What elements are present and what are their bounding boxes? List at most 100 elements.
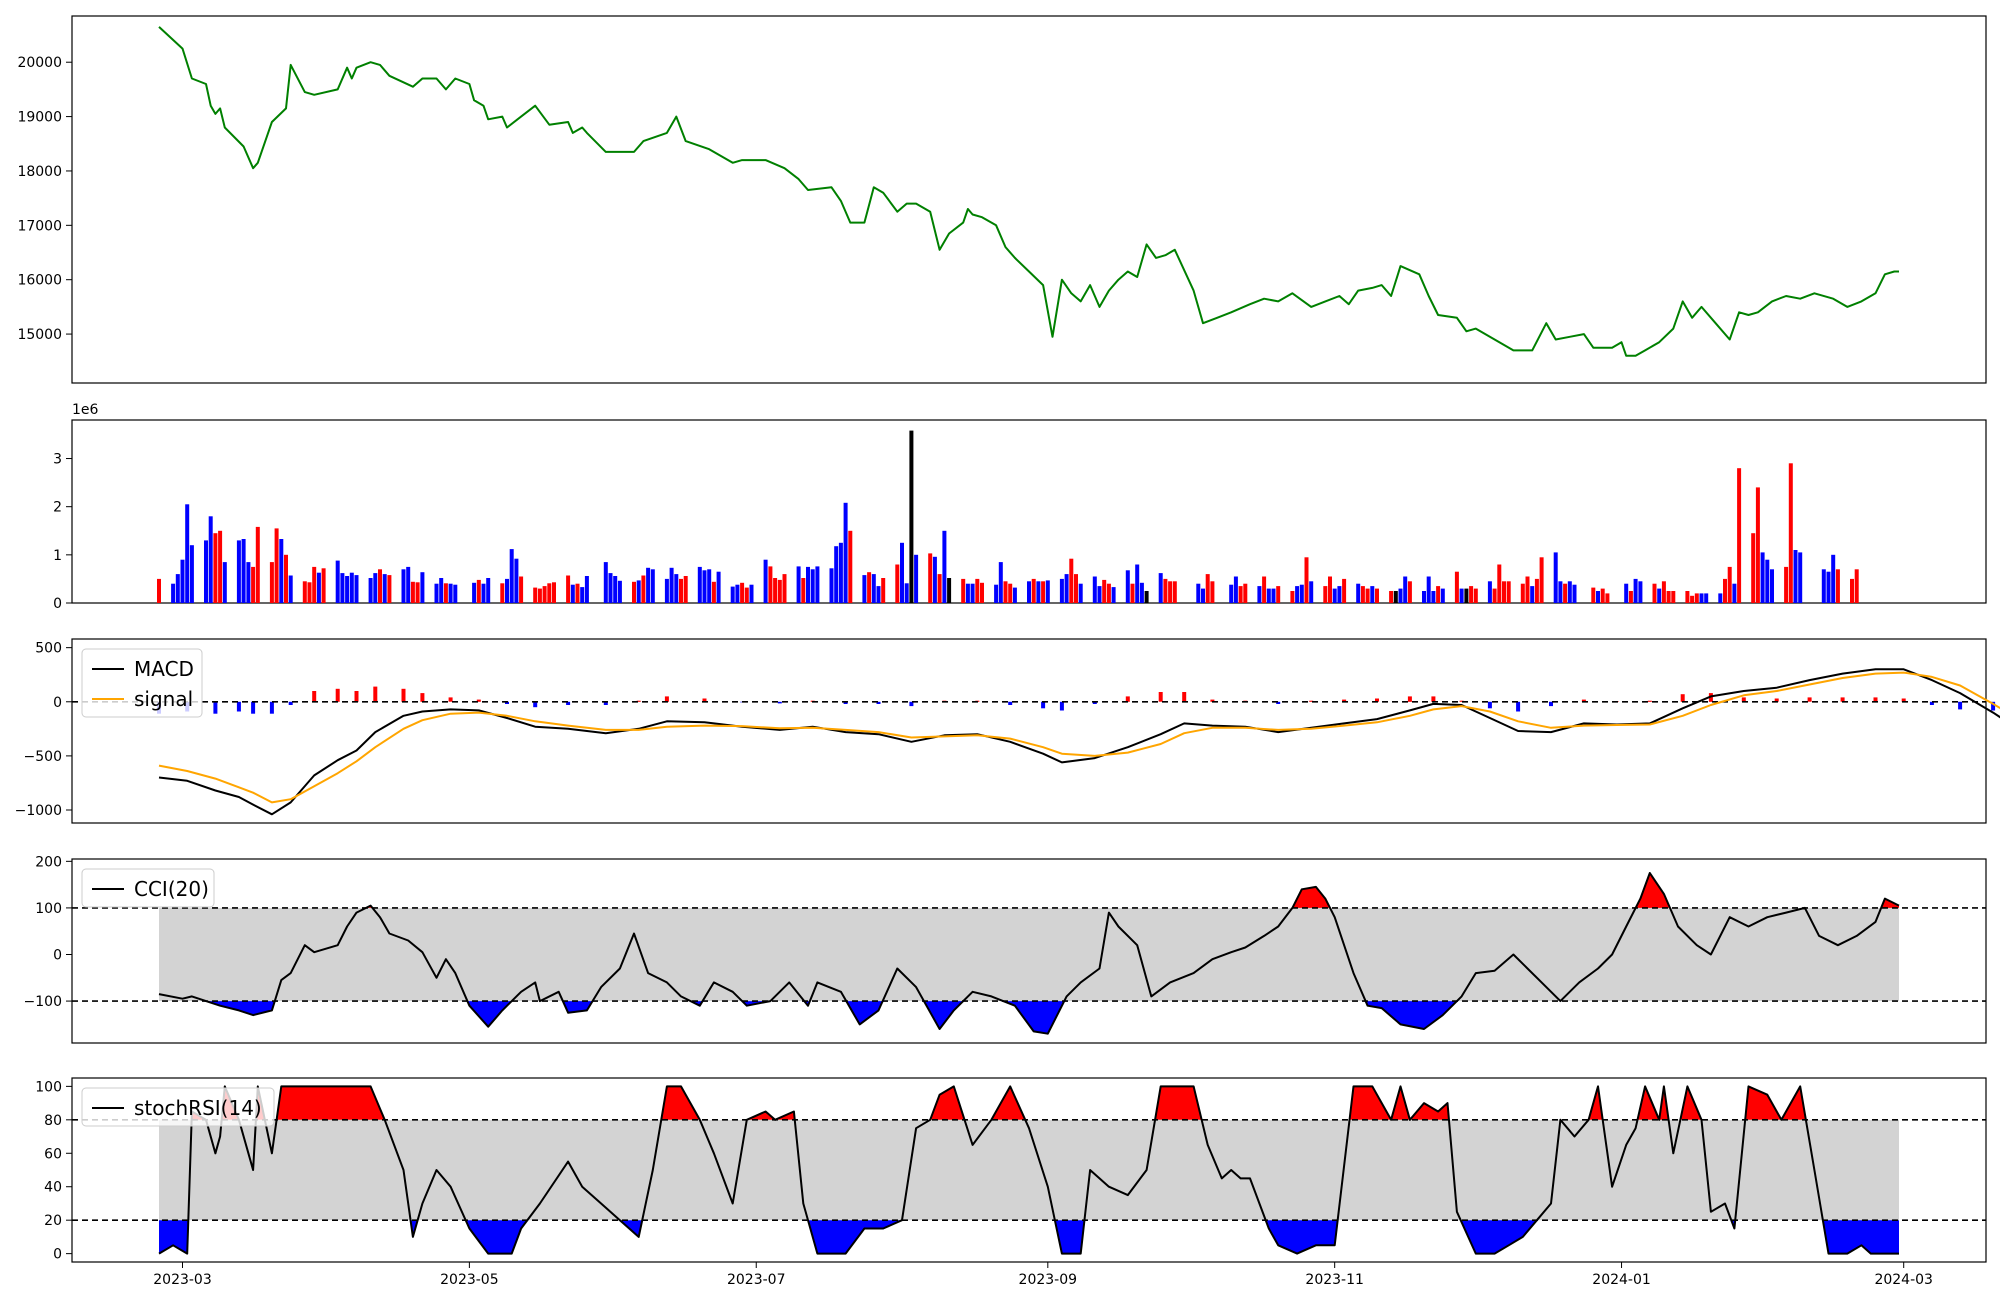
volume-bar	[1041, 581, 1046, 603]
volume-bar	[1473, 588, 1478, 603]
volume-bar	[998, 562, 1003, 603]
volume-bar	[768, 566, 773, 603]
macd-histogram-bar	[909, 701, 914, 707]
axes-frame	[71, 858, 1987, 1044]
volume-bar	[410, 581, 415, 603]
volume-bar	[316, 572, 321, 603]
y-tick-label: 0	[53, 695, 62, 711]
volume-bar	[1295, 586, 1300, 603]
macd-histogram-bar	[702, 698, 707, 702]
volume-bar	[1078, 583, 1083, 603]
x-tick-label: 2023-09	[1019, 1272, 1078, 1288]
volume-bar	[519, 576, 524, 603]
volume-bar	[1342, 578, 1347, 603]
volume-bar	[251, 566, 256, 603]
volume-bar	[354, 575, 359, 603]
volume-bar	[1732, 583, 1737, 603]
volume-bar	[1831, 554, 1836, 603]
volume-bar	[443, 583, 448, 603]
volume-bar	[387, 575, 392, 603]
volume-bar	[1497, 564, 1502, 603]
macd-histogram-bar	[1774, 698, 1779, 702]
volume-bar	[679, 578, 683, 603]
volume-bar	[1502, 581, 1506, 603]
volume-bar	[1074, 574, 1078, 603]
overbought-fill	[991, 1086, 1026, 1120]
y-tick-label: 3	[53, 452, 62, 468]
volume-bar	[1210, 581, 1215, 603]
volume-bar	[603, 562, 608, 603]
x-tick-label: 2024-01	[1592, 1272, 1651, 1288]
volume-bar	[1600, 588, 1605, 603]
volume-bar	[829, 568, 834, 603]
y-tick-label: 19000	[17, 110, 62, 126]
y-tick-label: 16000	[17, 273, 62, 289]
volume-bar	[1064, 574, 1069, 603]
macd-histogram-bar	[1840, 697, 1845, 702]
volume-bar	[500, 583, 505, 603]
volume-bar	[1788, 463, 1793, 603]
volume-bar	[801, 578, 806, 603]
volume-bar	[1624, 583, 1629, 603]
volume-bar	[782, 574, 787, 603]
cci-line	[158, 872, 1900, 1035]
y-tick-label: 1	[53, 548, 62, 564]
macd-histogram-bar	[1041, 701, 1046, 709]
overbought-fill	[1781, 1086, 1806, 1120]
volume-bar	[1723, 578, 1727, 603]
x-tick-label: 2023-11	[1305, 1272, 1364, 1288]
volume-bar	[1158, 573, 1163, 603]
overbought-fill	[1409, 1103, 1449, 1120]
macd-histogram-bar	[1487, 701, 1492, 709]
volume-bar	[584, 576, 589, 603]
volume-bar	[1850, 578, 1854, 603]
volume-bar	[1196, 583, 1201, 603]
volume-bar	[900, 542, 904, 603]
volume-bar	[928, 553, 933, 603]
volume-bar	[1854, 569, 1859, 603]
volume-bar	[843, 502, 848, 603]
volume-bar	[904, 583, 909, 603]
volume-bar	[1144, 591, 1149, 603]
volume-bar	[1563, 583, 1568, 603]
volume-bar	[481, 583, 486, 603]
macd-histogram-bar	[236, 701, 241, 712]
volume-bar	[1826, 571, 1831, 603]
volume-bar	[180, 559, 185, 603]
volume-bar	[204, 540, 208, 603]
volume-panel: 0 1 2 3 1e6	[53, 402, 1987, 612]
volume-bar	[321, 568, 326, 603]
volume-bar	[241, 539, 246, 603]
volume-bar	[777, 579, 782, 603]
volume-bar	[1835, 569, 1840, 603]
volume-bar	[1205, 574, 1210, 603]
volume-bar	[1163, 578, 1168, 603]
volume-bar	[1638, 581, 1643, 603]
macd-histogram-bar	[1873, 697, 1878, 702]
volume-bar	[1229, 584, 1234, 603]
volume-bar	[646, 567, 651, 603]
neutral-band	[159, 1119, 1899, 1221]
volume-bar	[307, 582, 312, 603]
overbought-fill	[1637, 1086, 1660, 1120]
volume-bar	[1737, 468, 1742, 603]
volume-bar	[279, 539, 284, 603]
volume-bar	[980, 582, 984, 603]
overbought-fill	[1349, 1086, 1392, 1120]
volume-bar	[1102, 579, 1107, 603]
volume-bar	[636, 580, 641, 603]
volume-bar	[171, 583, 176, 603]
y-tick-label: 20000	[17, 55, 62, 71]
price-panel: 15000 16000 17000 18000 19000 20000	[17, 15, 1987, 384]
y-tick-label: −1000	[15, 803, 62, 819]
y-tick-label: 15000	[17, 327, 62, 343]
macd-histogram-bar	[1125, 696, 1130, 702]
volume-bar	[537, 588, 542, 603]
volume-bar	[552, 582, 556, 603]
macd-histogram-bar	[777, 701, 782, 704]
overbought-fill	[661, 1086, 700, 1120]
volume-bar	[810, 569, 815, 603]
volume-bar	[575, 583, 580, 603]
volume-bar	[246, 562, 251, 603]
